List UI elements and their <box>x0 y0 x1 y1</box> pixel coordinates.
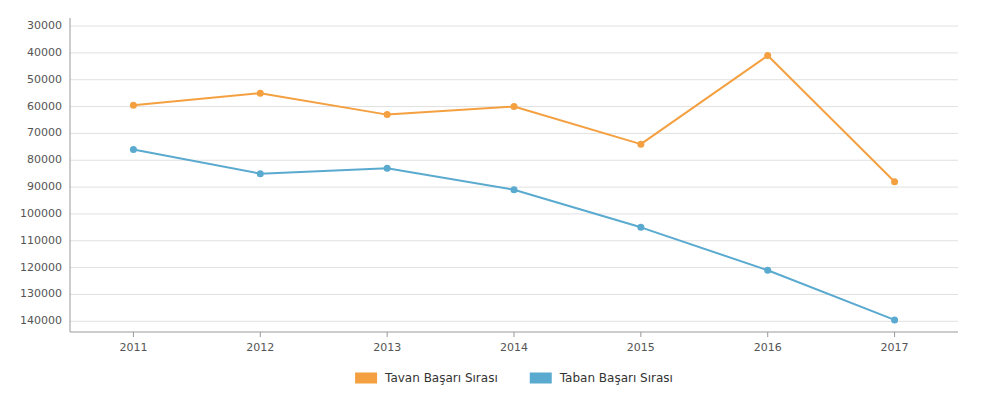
y-tick-label: 40000 <box>27 46 62 59</box>
legend: Tavan Başarı Sırası Taban Başarı Sırası <box>355 371 673 385</box>
series <box>130 146 898 323</box>
plot-area <box>130 52 898 323</box>
x-tick <box>514 332 515 337</box>
x-tick-label: 2017 <box>881 341 909 354</box>
point <box>384 111 391 118</box>
y-tick-label: 110000 <box>20 234 62 247</box>
y-tick-label: 130000 <box>20 287 62 300</box>
chart: 30000 40000 50000 60000 70000 80000 90000 10000… <box>0 0 982 404</box>
point <box>764 267 771 274</box>
y-tick-label: 140000 <box>20 314 62 327</box>
y-tick-label: 90000 <box>27 180 62 193</box>
x-tick-label: 2014 <box>500 341 528 354</box>
y-tick-label: 80000 <box>27 153 62 166</box>
legend-item: Tavan Başarı Sırası <box>355 371 498 385</box>
y-axis-line <box>70 18 71 332</box>
x-tick <box>767 332 768 337</box>
y-tick-label: 120000 <box>20 261 62 274</box>
grid-line <box>70 52 958 53</box>
x-tick-label: 2016 <box>754 341 782 354</box>
legend-swatch <box>530 373 552 384</box>
x-tick-label: 2011 <box>119 341 147 354</box>
point <box>257 170 264 177</box>
point <box>130 146 137 153</box>
legend-label: Taban Başarı Sırası <box>559 371 673 385</box>
grid-line <box>70 213 958 214</box>
point <box>257 90 264 97</box>
grid-line <box>70 160 958 161</box>
legend-item: Taban Başarı Sırası <box>530 371 673 385</box>
legend-label: Tavan Başarı Sırası <box>384 371 498 385</box>
x-tick-labels: 2011 2012 2013 2014 2015 2016 2017 <box>119 332 908 354</box>
legend-swatch <box>355 373 377 384</box>
point <box>637 141 644 148</box>
x-tick <box>640 332 641 337</box>
grid-line <box>70 79 958 80</box>
y-tick-label: 100000 <box>20 207 62 220</box>
point <box>130 102 137 109</box>
point <box>384 165 391 172</box>
x-tick <box>133 332 134 337</box>
grid <box>70 26 958 321</box>
point <box>511 103 518 110</box>
grid-line <box>70 133 958 134</box>
point <box>637 224 644 231</box>
background <box>0 0 982 404</box>
point <box>891 178 898 185</box>
y-tick-label: 70000 <box>27 126 62 139</box>
x-tick <box>387 332 388 337</box>
series-line <box>133 150 894 320</box>
y-tick-labels: 30000 40000 50000 60000 70000 80000 90000 10000… <box>20 19 62 327</box>
point <box>511 186 518 193</box>
x-tick-label: 2012 <box>246 341 274 354</box>
x-tick-label: 2015 <box>627 341 655 354</box>
x-tick <box>894 332 895 337</box>
x-tick-label: 2013 <box>373 341 401 354</box>
point <box>891 316 898 323</box>
grid-line <box>70 294 958 295</box>
x-tick <box>260 332 261 337</box>
point <box>764 52 771 59</box>
series <box>130 52 898 185</box>
y-tick-label: 60000 <box>27 100 62 113</box>
grid-line <box>70 267 958 268</box>
grid-line <box>70 26 958 27</box>
series-line <box>133 56 894 182</box>
y-tick-label: 30000 <box>27 19 62 32</box>
grid-line <box>70 321 958 322</box>
y-tick-label: 50000 <box>27 73 62 86</box>
grid-line <box>70 240 958 241</box>
